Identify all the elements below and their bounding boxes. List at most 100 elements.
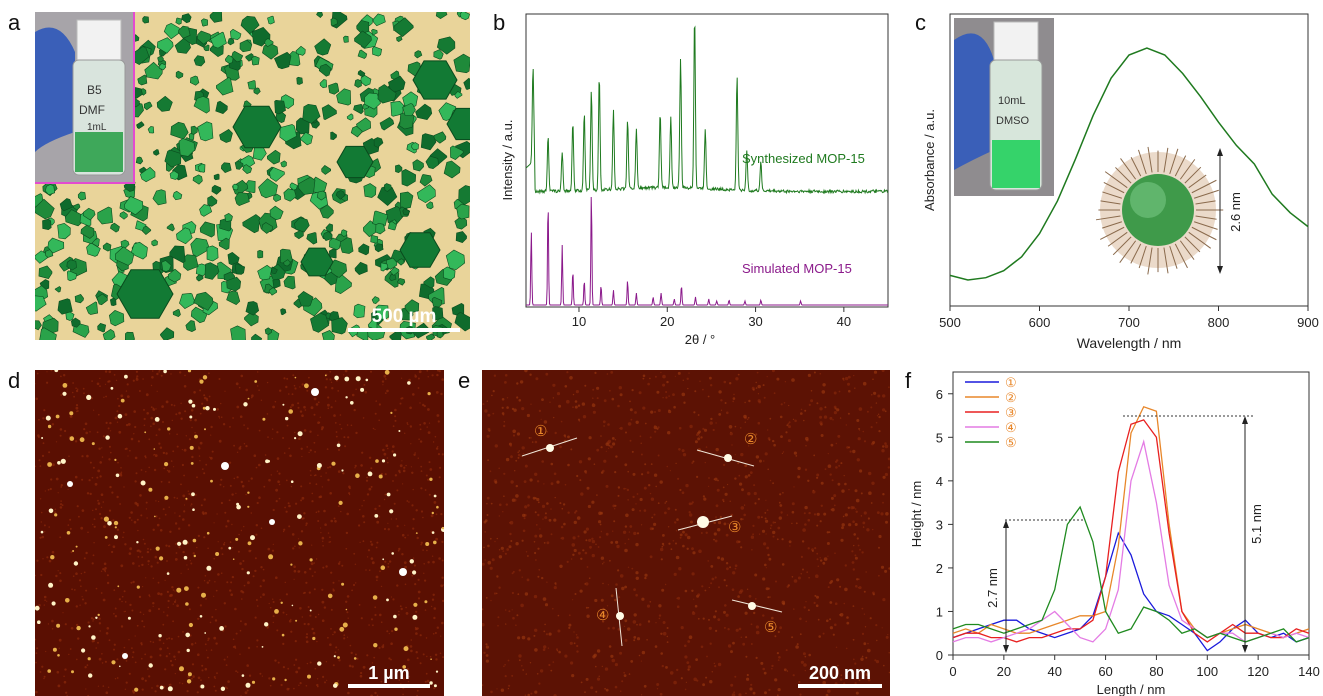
afm-particle xyxy=(153,448,156,450)
texture-dot xyxy=(223,602,226,605)
texture-dot xyxy=(329,643,332,646)
texture-dot xyxy=(597,546,600,548)
texture-dot xyxy=(872,593,875,596)
texture-dot xyxy=(757,393,759,395)
texture-dot xyxy=(572,393,575,396)
texture-dot xyxy=(159,647,162,651)
texture-dot xyxy=(293,687,295,690)
crystal xyxy=(399,191,414,210)
texture-dot xyxy=(71,391,74,394)
texture-dot xyxy=(117,461,119,464)
crystal xyxy=(158,63,167,71)
texture-dot xyxy=(102,435,105,438)
texture-dot xyxy=(162,421,164,423)
texture-dot xyxy=(829,416,833,420)
texture-dot xyxy=(126,395,130,398)
texture-dot xyxy=(443,584,444,586)
afm-particle xyxy=(386,598,389,602)
crystal xyxy=(423,276,435,289)
texture-dot xyxy=(848,389,851,393)
texture-dot xyxy=(250,550,252,552)
afm-particle xyxy=(342,622,348,628)
texture-dot xyxy=(84,666,87,669)
texture-dot xyxy=(744,401,746,404)
texture-dot xyxy=(834,460,838,463)
texture-dot xyxy=(722,486,725,489)
texture-dot xyxy=(103,396,105,398)
afm-particle xyxy=(81,648,86,653)
texture-dot xyxy=(584,583,586,585)
texture-dot xyxy=(183,448,187,452)
texture-dot xyxy=(493,592,497,595)
texture-dot xyxy=(317,401,320,404)
texture-dot xyxy=(104,567,107,570)
texture-dot xyxy=(650,463,653,465)
texture-dot xyxy=(228,499,231,502)
texture-dot xyxy=(498,549,501,551)
texture-dot xyxy=(543,542,546,544)
texture-dot xyxy=(691,589,694,592)
texture-dot xyxy=(602,582,604,585)
texture-dot xyxy=(57,492,59,494)
texture-dot xyxy=(521,576,523,578)
texture-dot xyxy=(692,551,696,555)
texture-dot xyxy=(180,483,182,486)
texture-dot xyxy=(206,649,208,651)
texture-dot xyxy=(593,463,596,465)
texture-dot xyxy=(258,389,260,391)
texture-dot xyxy=(42,442,45,445)
texture-dot xyxy=(229,589,232,592)
crystal xyxy=(433,49,444,60)
texture-dot xyxy=(258,496,261,499)
texture-dot xyxy=(286,377,289,380)
texture-dot xyxy=(535,559,537,561)
texture-dot xyxy=(170,460,173,462)
texture-dot xyxy=(299,410,303,413)
texture-dot xyxy=(327,466,329,469)
texture-dot xyxy=(605,688,609,692)
texture-dot xyxy=(362,417,365,419)
texture-dot xyxy=(541,460,544,463)
texture-dot xyxy=(591,500,595,504)
texture-dot xyxy=(544,512,547,515)
texture-dot xyxy=(203,580,206,582)
texture-dot xyxy=(793,579,798,583)
texture-dot xyxy=(343,436,346,439)
afm-particle xyxy=(124,374,128,379)
texture-dot xyxy=(208,395,211,398)
texture-dot xyxy=(537,547,540,550)
texture-dot xyxy=(684,589,688,593)
texture-dot xyxy=(550,533,553,536)
crystal xyxy=(175,70,184,79)
texture-dot xyxy=(316,678,319,680)
texture-dot xyxy=(852,520,855,523)
texture-dot xyxy=(157,592,160,595)
texture-dot xyxy=(535,377,539,381)
texture-dot xyxy=(482,403,485,406)
texture-dot xyxy=(614,598,617,602)
texture-dot xyxy=(780,403,783,406)
texture-dot xyxy=(703,497,707,501)
texture-dot xyxy=(390,642,393,645)
texture-dot xyxy=(420,465,423,468)
texture-dot xyxy=(777,526,781,530)
texture-dot xyxy=(146,550,150,554)
texture-dot xyxy=(380,472,383,476)
texture-dot xyxy=(600,446,603,449)
texture-dot xyxy=(844,482,847,486)
texture-dot xyxy=(638,654,641,657)
texture-dot xyxy=(309,469,312,472)
texture-dot xyxy=(486,514,489,516)
texture-dot xyxy=(437,446,439,448)
texture-dot xyxy=(720,399,723,402)
texture-dot xyxy=(424,680,427,683)
texture-dot xyxy=(339,561,341,563)
texture-dot xyxy=(424,579,427,582)
texture-dot xyxy=(827,464,832,468)
texture-dot xyxy=(607,423,610,426)
texture-dot xyxy=(515,624,517,626)
texture-dot xyxy=(101,662,104,664)
texture-dot xyxy=(641,597,645,601)
crystal xyxy=(283,259,291,267)
texture-dot xyxy=(863,511,867,515)
